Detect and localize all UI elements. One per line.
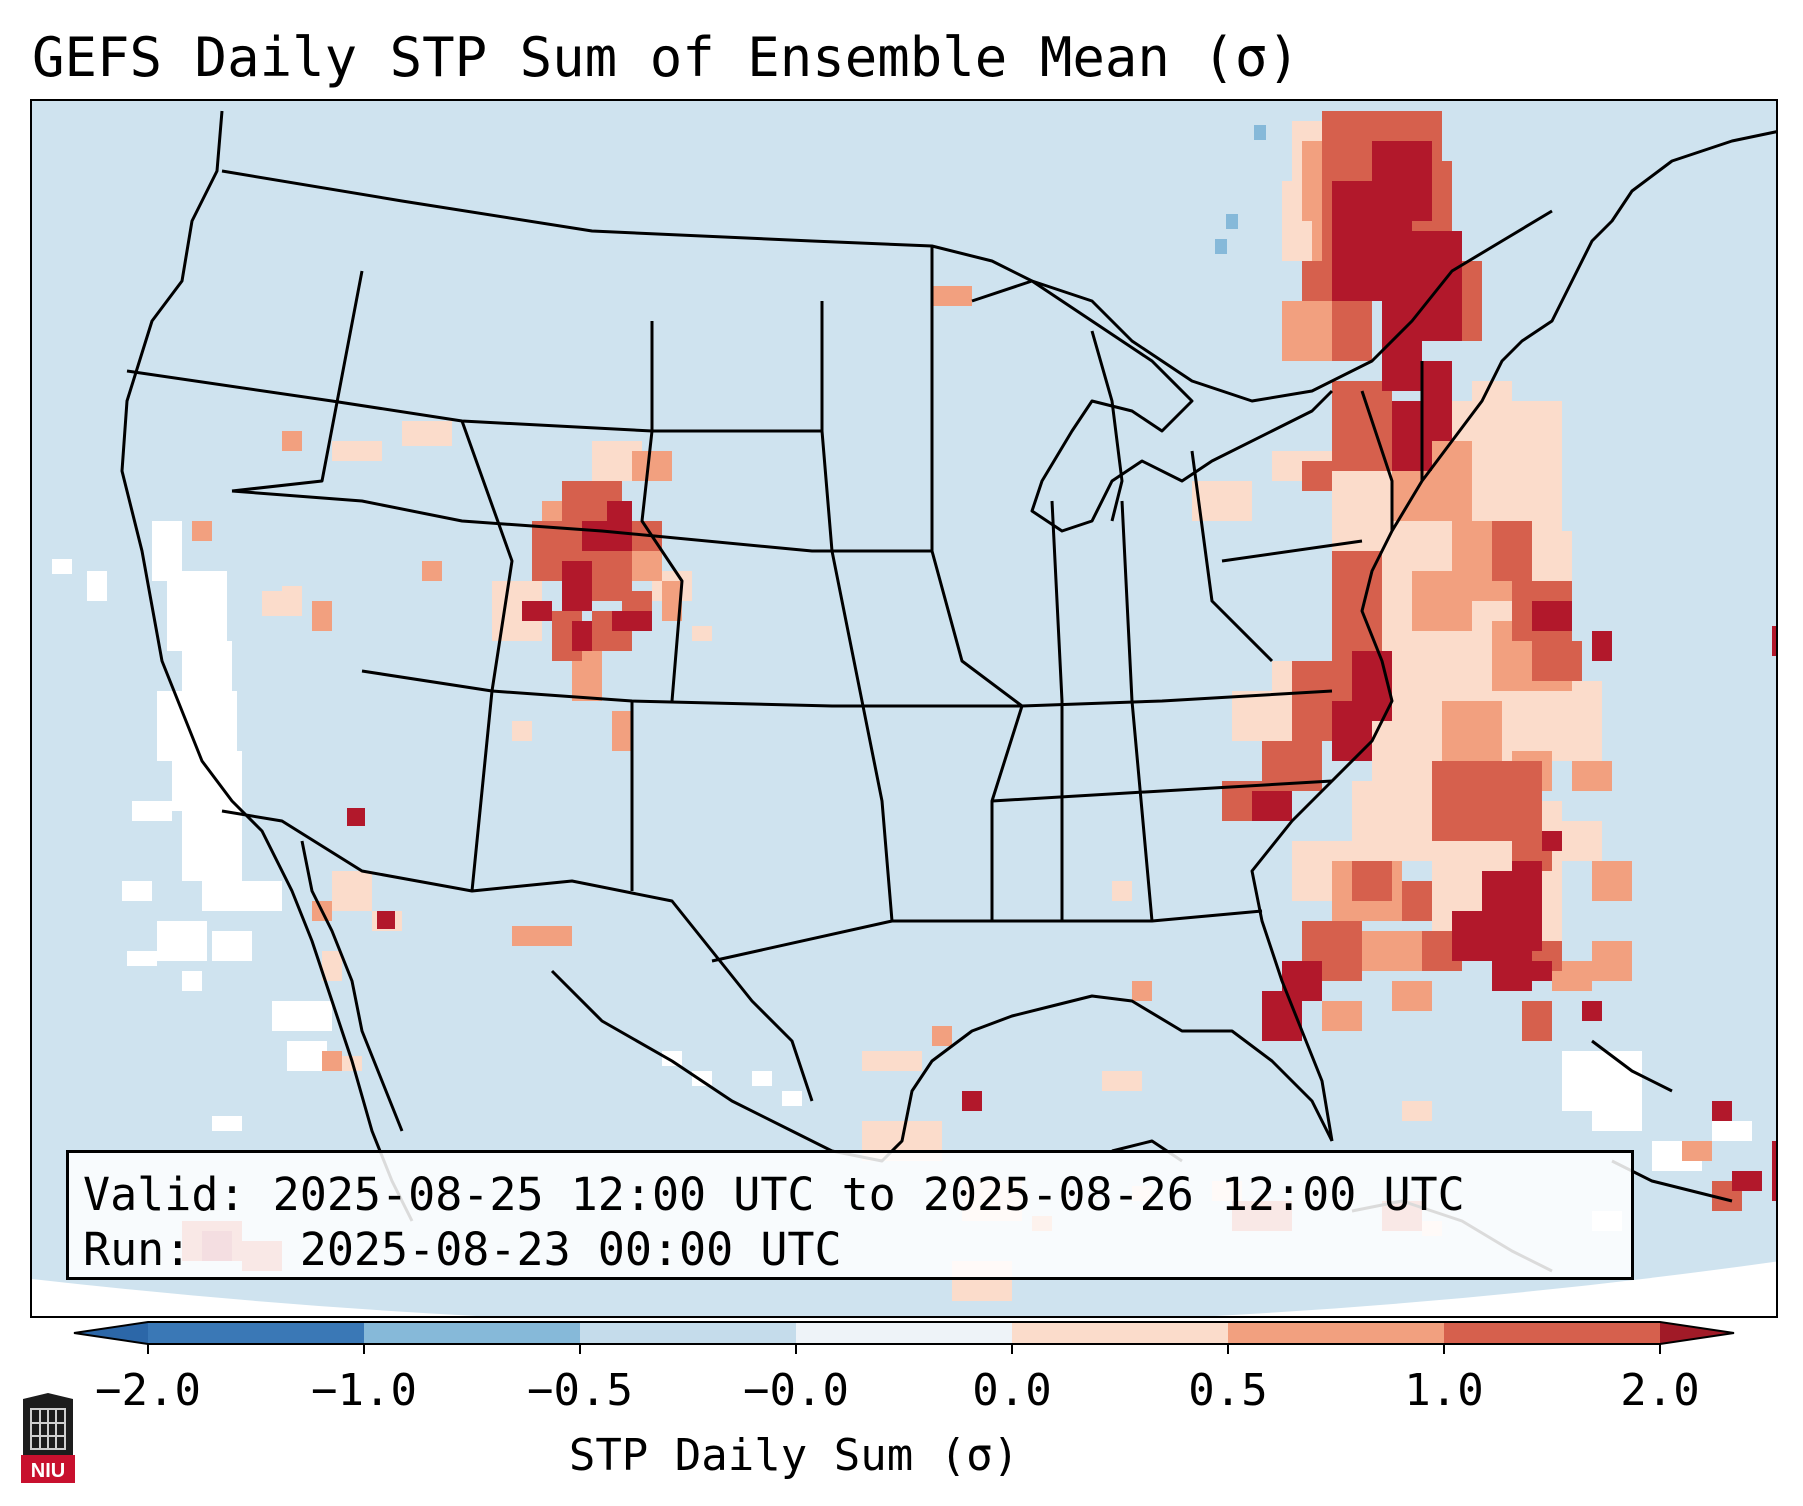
map-canvas[interactable] (32, 101, 1778, 1318)
west-coastline (120, 110, 414, 1222)
boundaries (120, 110, 1776, 1273)
colorbar-segment (580, 1322, 797, 1344)
mexico-border (221, 809, 814, 1102)
colorbar-segment (1228, 1322, 1445, 1344)
map-title: GEFS Daily STP Sum of Ensemble Mean (σ) (32, 26, 1300, 89)
colorbar-tick-label: −0.0 (743, 1365, 849, 1416)
colorbar-tick-label: 1.0 (1404, 1365, 1484, 1416)
valid-run-info-box: Valid: 2025-08-25 12:00 UTC to 2025-08-2… (66, 1150, 1634, 1280)
colorbar-tick-labels: −2.0 −1.0 −0.5 −0.0 0.0 0.5 1.0 2.0 (0, 1363, 1803, 1423)
niu-logo: NIU (21, 1393, 75, 1483)
valid-time-range: 2025-08-25 12:00 UTC to 2025-08-26 12:00… (272, 1168, 1465, 1221)
colorbar-tick-label: −0.5 (527, 1365, 633, 1416)
colorbar-tick-label: 2.0 (1620, 1365, 1700, 1416)
neutral-anomaly-cells (52, 521, 1752, 1231)
colorbar-tick-label: −1.0 (311, 1365, 417, 1416)
colorbar-segment (148, 1322, 365, 1344)
colorbar-segment (1444, 1322, 1661, 1344)
canada-border (221, 169, 1553, 403)
run-time: 2025-08-23 00:00 UTC (299, 1223, 842, 1276)
run-label: Run: (83, 1223, 192, 1276)
colorbar-tick-label: 0.5 (1188, 1365, 1268, 1416)
gulf-coastline (550, 969, 1334, 1163)
colorbar (73, 1321, 1735, 1354)
colorbar-under-arrow (74, 1322, 148, 1344)
colorbar-over-arrow (1660, 1322, 1734, 1344)
colorbar-label: STP Daily Sum (σ) (568, 1430, 1020, 1481)
valid-label: Valid: (83, 1168, 246, 1221)
colorbar-segment (1012, 1322, 1229, 1344)
colorbar-segment (796, 1322, 1013, 1344)
map-panel[interactable] (30, 99, 1778, 1318)
colorbar-segment (364, 1322, 581, 1344)
colorbar-tick-label: −2.0 (95, 1365, 201, 1416)
light-blue-cells (1215, 125, 1266, 254)
colorbar-tick-label: 0.0 (972, 1365, 1052, 1416)
logo-text: NIU (31, 1460, 65, 1482)
projection-edge (32, 1261, 1776, 1316)
